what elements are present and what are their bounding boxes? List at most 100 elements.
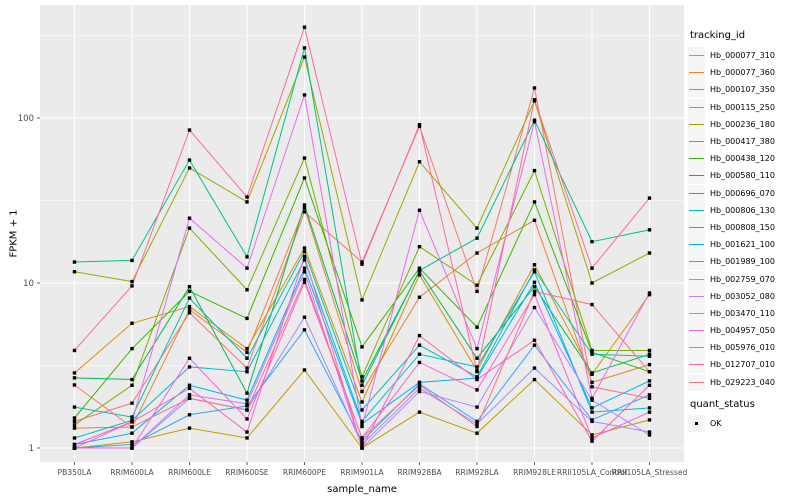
- point: [532, 343, 537, 347]
- legend-label: Hb_003470_110: [710, 308, 775, 318]
- point: [245, 366, 249, 370]
- point: [417, 268, 422, 273]
- point: [647, 354, 652, 358]
- point: [647, 430, 652, 434]
- legend-label: Hb_001621_100: [710, 240, 775, 250]
- point: [360, 442, 364, 447]
- point: [647, 228, 652, 232]
- point: [360, 345, 364, 349]
- legend-label: Hb_000115_250: [710, 102, 775, 112]
- point: [245, 430, 249, 434]
- x-tick-label: RRII105LA_Control: [557, 468, 627, 477]
- point: [590, 385, 594, 389]
- point: [532, 377, 537, 382]
- legend-item-quant-ok: OK: [688, 414, 798, 432]
- point: [647, 251, 652, 255]
- point: [590, 266, 594, 270]
- point: [532, 289, 537, 294]
- point: [417, 410, 422, 414]
- legend-label: Hb_004957_050: [710, 326, 775, 336]
- y-tick-label: 100: [18, 114, 34, 124]
- legend-item-Hb_000077_360: Hb_000077_360: [688, 64, 798, 82]
- legend-label: Hb_000806_130: [710, 205, 775, 215]
- point: [417, 360, 422, 365]
- legend-title-tracking-id: tracking_id: [690, 30, 746, 41]
- point: [245, 408, 249, 412]
- point: [72, 442, 77, 447]
- point: [130, 425, 134, 429]
- point: [475, 388, 479, 392]
- point: [532, 98, 537, 102]
- point: [187, 365, 192, 369]
- point: [647, 370, 652, 374]
- legend-item-Hb_000808_150: Hb_000808_150: [688, 218, 798, 236]
- point: [187, 396, 192, 401]
- point: [475, 356, 479, 360]
- major-gridlines: [40, 5, 684, 462]
- legend-label: Hb_000438_120: [710, 154, 775, 164]
- point: [590, 406, 594, 410]
- x-tick-label: RRIM600PE: [283, 468, 326, 477]
- point: [130, 284, 134, 288]
- x-tick-label: PB350LA: [58, 468, 93, 477]
- legend-label: Hb_000077_360: [710, 68, 775, 78]
- point: [532, 218, 537, 222]
- point: [302, 368, 307, 372]
- legend-key: [688, 236, 705, 254]
- line-swatch-icon: [689, 295, 704, 297]
- legend-label: Hb_003052_080: [710, 291, 775, 301]
- point: [475, 405, 479, 409]
- legend-key: [688, 270, 705, 288]
- line-swatch-icon: [689, 123, 704, 125]
- legend-label: Hb_000107_350: [710, 85, 775, 95]
- y-axis-title: FPKM + 1: [8, 209, 20, 258]
- point: [590, 433, 594, 437]
- point: [532, 263, 537, 267]
- point: [360, 389, 364, 394]
- point: [590, 371, 594, 375]
- legend-label: Hb_029223_040: [710, 377, 775, 387]
- point: [245, 195, 249, 199]
- point: [72, 419, 77, 424]
- legend-key: [688, 64, 705, 82]
- point: [72, 436, 77, 440]
- line-swatch-icon: [689, 192, 704, 194]
- legend-label: Hb_000696_070: [710, 188, 775, 198]
- legend-label: Hb_012707_010: [710, 360, 775, 370]
- point: [245, 350, 249, 355]
- point: [590, 398, 594, 402]
- point: [590, 239, 594, 244]
- legend-item-Hb_000696_070: Hb_000696_070: [688, 184, 798, 202]
- legend-key: [688, 287, 705, 305]
- legend-item-Hb_000115_250: Hb_000115_250: [688, 98, 798, 116]
- point: [187, 413, 192, 417]
- line-swatch-icon: [689, 330, 704, 332]
- x-tick-label: RRIM600LE: [168, 468, 211, 477]
- point: [302, 46, 307, 50]
- line-swatch-icon: [689, 364, 704, 366]
- point: [475, 419, 479, 424]
- point: [417, 333, 422, 338]
- point: [187, 289, 192, 294]
- point: [647, 196, 652, 200]
- legend-item-Hb_001989_100: Hb_001989_100: [688, 253, 798, 271]
- point: [532, 270, 537, 274]
- point: [72, 348, 77, 353]
- point: [302, 249, 307, 254]
- point: [302, 277, 307, 282]
- point: [187, 166, 192, 170]
- point: [417, 266, 422, 270]
- point: [245, 436, 249, 440]
- point: [130, 346, 134, 351]
- point: [302, 280, 307, 284]
- legend-item-Hb_002759_070: Hb_002759_070: [688, 270, 798, 288]
- point: [245, 402, 249, 406]
- point: [72, 426, 77, 430]
- point: [245, 288, 249, 292]
- point: [187, 426, 192, 430]
- point: [245, 346, 249, 351]
- point: [475, 283, 479, 287]
- point: [302, 203, 307, 207]
- point: [647, 433, 652, 437]
